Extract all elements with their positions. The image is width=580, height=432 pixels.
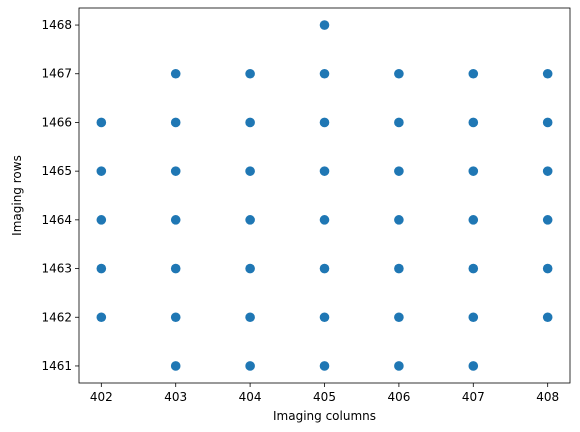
data-points bbox=[96, 20, 553, 371]
data-point bbox=[245, 117, 255, 128]
x-tick-label: 404 bbox=[239, 390, 262, 404]
data-point bbox=[468, 68, 479, 79]
x-tick-label: 408 bbox=[536, 390, 559, 404]
data-point bbox=[96, 117, 107, 128]
data-point bbox=[542, 68, 553, 79]
data-point bbox=[170, 361, 181, 371]
data-point bbox=[245, 361, 255, 371]
data-point bbox=[394, 215, 404, 225]
data-point bbox=[542, 166, 553, 176]
data-point bbox=[319, 263, 330, 274]
y-tick-label: 1467 bbox=[41, 67, 72, 81]
y-tick-label: 1463 bbox=[41, 262, 72, 276]
data-point bbox=[468, 263, 479, 274]
data-point bbox=[170, 68, 181, 79]
data-point bbox=[245, 263, 255, 274]
x-axis-label: Imaging columns bbox=[273, 409, 376, 423]
data-point bbox=[468, 361, 479, 371]
data-point bbox=[96, 263, 107, 274]
data-point bbox=[319, 68, 330, 79]
data-point bbox=[96, 215, 107, 225]
y-tick-label: 1466 bbox=[41, 115, 72, 129]
data-point bbox=[542, 215, 553, 225]
data-point bbox=[468, 215, 479, 225]
data-point bbox=[319, 166, 330, 176]
y-tick-label: 1468 bbox=[41, 18, 72, 32]
data-point bbox=[96, 166, 107, 176]
data-point bbox=[468, 312, 479, 323]
data-point bbox=[170, 312, 181, 323]
y-axis-label: Imaging rows bbox=[10, 155, 24, 236]
data-point bbox=[96, 312, 107, 323]
data-point bbox=[319, 361, 330, 371]
y-axis: 1461 1462 1463 1464 1465 1466 1467 1468 bbox=[41, 18, 79, 373]
data-point bbox=[319, 117, 330, 128]
data-point bbox=[394, 312, 404, 323]
y-tick-label: 1464 bbox=[41, 213, 72, 227]
data-point bbox=[542, 263, 553, 274]
data-point bbox=[394, 68, 404, 79]
x-tick-label: 402 bbox=[90, 390, 113, 404]
data-point bbox=[394, 117, 404, 128]
x-axis: 402 403 404 405 406 407 408 bbox=[90, 383, 559, 404]
data-point bbox=[394, 166, 404, 176]
plot-area bbox=[78, 7, 571, 384]
data-point bbox=[245, 215, 255, 225]
data-point bbox=[394, 263, 404, 274]
data-point bbox=[542, 312, 553, 323]
y-tick-label: 1462 bbox=[41, 310, 72, 324]
data-point bbox=[319, 215, 330, 225]
data-point bbox=[319, 312, 330, 323]
data-point bbox=[394, 361, 404, 371]
data-point bbox=[468, 166, 479, 176]
data-point bbox=[170, 166, 181, 176]
x-tick-label: 403 bbox=[164, 390, 187, 404]
data-point bbox=[170, 263, 181, 274]
data-point bbox=[245, 166, 255, 176]
data-point bbox=[170, 117, 181, 128]
x-tick-label: 407 bbox=[462, 390, 485, 404]
x-tick-label: 406 bbox=[387, 390, 410, 404]
data-point bbox=[468, 117, 479, 128]
data-point bbox=[542, 117, 553, 128]
data-point bbox=[245, 312, 255, 323]
data-point bbox=[245, 68, 255, 79]
x-tick-label: 405 bbox=[313, 390, 336, 404]
y-tick-label: 1465 bbox=[41, 164, 72, 178]
y-tick-label: 1461 bbox=[41, 359, 72, 373]
data-point bbox=[319, 20, 330, 30]
data-point bbox=[170, 215, 181, 225]
